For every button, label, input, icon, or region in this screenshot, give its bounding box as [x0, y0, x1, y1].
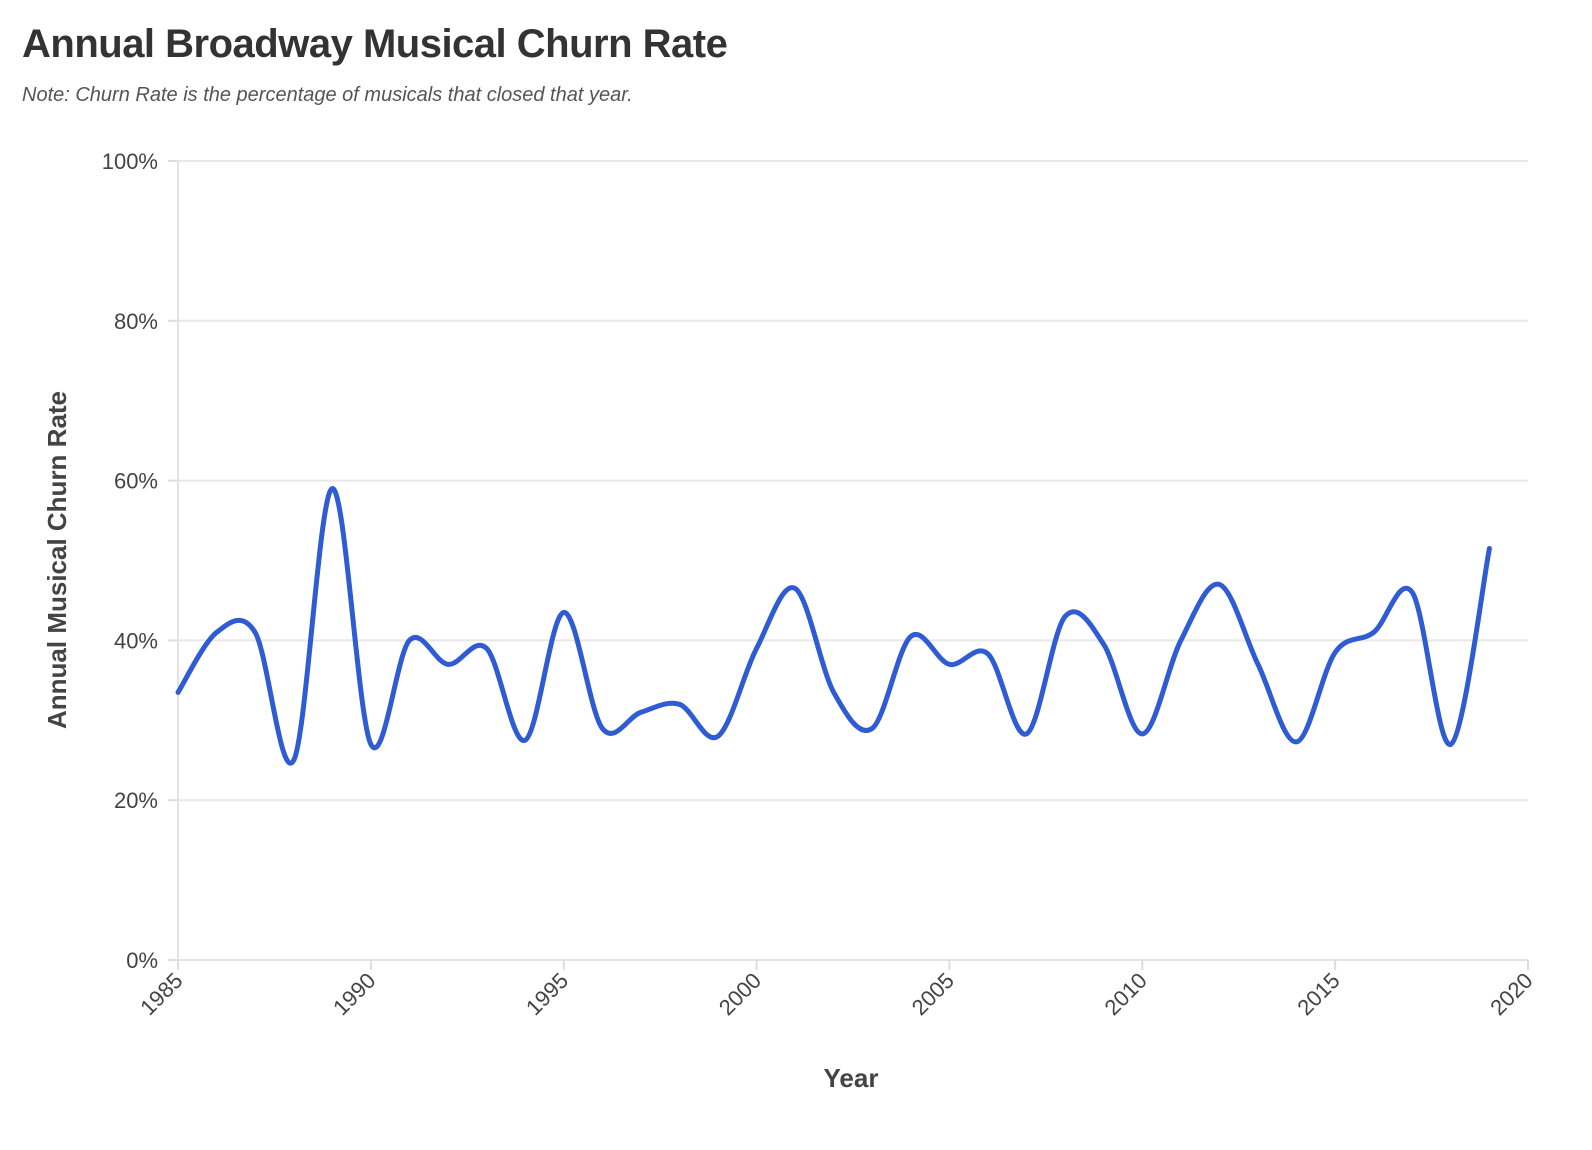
x-tick-label: 1985	[135, 968, 187, 1020]
plot-area	[175, 486, 1492, 766]
y-tick-label: 80%	[114, 309, 158, 334]
x-tick-label: 2015	[1292, 968, 1344, 1020]
x-axis: 1985 1990 1995 2000 2005 2010 2015 2020	[135, 959, 1538, 1020]
y-tick-label: 40%	[114, 628, 158, 653]
y-tick-label: 0%	[126, 948, 158, 973]
y-tick-label: 60%	[114, 469, 158, 494]
series-line	[175, 486, 1492, 766]
x-tick-label: 2000	[714, 968, 766, 1020]
y-axis-title: Annual Musical Churn Rate	[42, 391, 72, 729]
x-tick-label: 2005	[907, 968, 959, 1020]
x-axis-title: Year	[824, 1063, 879, 1093]
chart-subtitle: Note: Churn Rate is the percentage of mu…	[22, 84, 633, 106]
x-tick-label: 1995	[521, 968, 573, 1020]
y-tick-label: 20%	[114, 788, 158, 813]
x-tick-label: 1990	[328, 968, 380, 1020]
x-tick-label: 2010	[1100, 968, 1152, 1020]
chart-title: Annual Broadway Musical Churn Rate	[22, 22, 728, 66]
y-gridlines	[178, 160, 1528, 802]
x-tick-label: 2020	[1485, 968, 1537, 1020]
y-axis: 0% 20% 40% 60% 80% 100%	[102, 149, 179, 973]
y-tick-label: 100%	[102, 149, 158, 174]
